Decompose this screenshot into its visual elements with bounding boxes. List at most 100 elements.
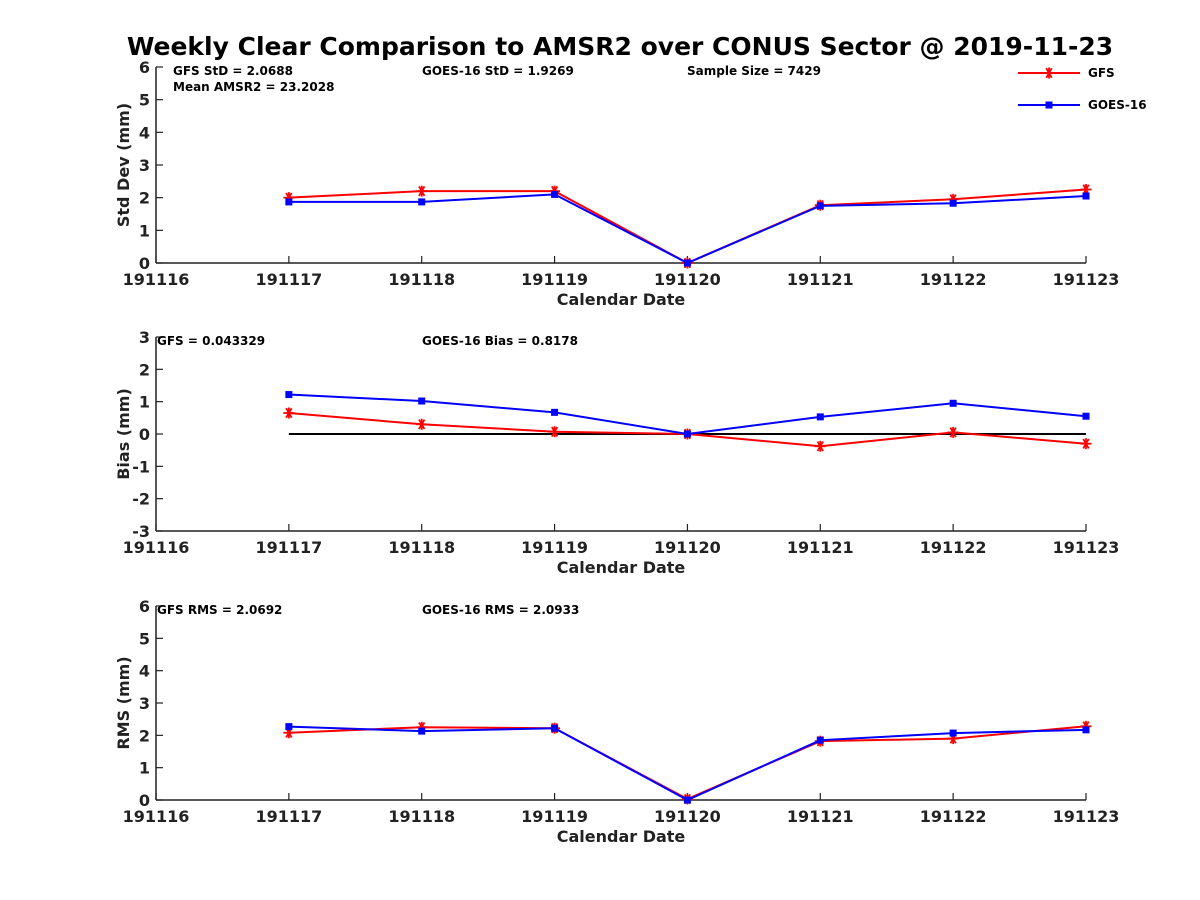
x-tick-label: 191122 <box>920 807 987 826</box>
x-tick-label: 191120 <box>654 538 721 557</box>
x-tick-label: 191117 <box>255 538 322 557</box>
legend-marker-goes-16-glyph <box>1045 101 1053 109</box>
stat-annotation: GFS RMS = 2.0692 <box>157 603 282 617</box>
x-tick-label: 191122 <box>920 538 987 557</box>
x-tick-label: 191116 <box>123 538 190 557</box>
data-point-goes-16 <box>1082 192 1090 200</box>
data-point-goes-16 <box>816 736 824 744</box>
stat-annotation: GOES-16 RMS = 2.0933 <box>422 603 579 617</box>
x-tick-label: 191118 <box>388 270 455 289</box>
data-point-gfs <box>549 426 561 438</box>
legend-marker-goes16 <box>1045 101 1053 109</box>
y-tick-label: 4 <box>139 123 150 142</box>
data-point-goes-16 <box>949 199 957 207</box>
y-tick-label: 0 <box>139 254 150 273</box>
y-tick-label: -2 <box>132 490 150 509</box>
y-tick-label: 0 <box>139 791 150 810</box>
y-tick-label: 1 <box>139 759 150 778</box>
y-tick-label: 3 <box>139 694 150 713</box>
y-tick-label: -3 <box>132 522 150 541</box>
rms-panel: 0 1 2 3 4 5 6 191116 191117 191118 191119 191120 191… <box>114 597 1119 846</box>
data-point-gfs <box>814 440 826 452</box>
x-tick-label: 191121 <box>787 807 854 826</box>
legend-label-gfs: GFS <box>1088 66 1115 80</box>
x-axis-label: Calendar Date <box>557 290 686 309</box>
data-point-gfs <box>416 418 428 430</box>
x-tick-label: 191123 <box>1053 538 1120 557</box>
y-tick-label: -1 <box>132 457 150 476</box>
series-goes-16 <box>285 190 1090 267</box>
legend-marker-gfs <box>1043 67 1055 79</box>
data-point-goes-16 <box>285 391 293 399</box>
stat-annotation: Mean AMSR2 = 23.2028 <box>173 80 334 94</box>
data-point-goes-16 <box>683 430 691 438</box>
chart-title: Weekly Clear Comparison to AMSR2 over CO… <box>127 32 1113 61</box>
y-tick-label: 0 <box>139 425 150 444</box>
x-tick-label: 191122 <box>920 270 987 289</box>
y-axis-label: RMS (mm) <box>114 656 133 749</box>
bias-panel: -3 -2 -1 0 1 2 3 191116 191117 191118 191119 191120… <box>114 328 1119 577</box>
data-point-goes-16 <box>418 198 426 206</box>
y-tick-label: 1 <box>139 221 150 240</box>
y-tick-label: 2 <box>139 189 150 208</box>
data-point-goes-16 <box>816 413 824 421</box>
data-point-goes-16 <box>683 259 691 267</box>
series-goes-16 <box>285 391 1090 438</box>
x-tick-label: 191117 <box>255 270 322 289</box>
x-axis-label: Calendar Date <box>557 827 686 846</box>
data-point-gfs <box>1080 438 1092 450</box>
x-tick-label: 191118 <box>388 807 455 826</box>
x-tick-label: 191120 <box>654 270 721 289</box>
legend-entry-goes16: GOES-16 <box>1018 98 1147 112</box>
x-tick-label: 191116 <box>123 807 190 826</box>
stat-annotation: GOES-16 Bias = 0.8178 <box>422 334 578 348</box>
x-tick-label: 191120 <box>654 807 721 826</box>
data-point-goes-16 <box>285 198 293 206</box>
stat-annotation: Sample Size = 7429 <box>687 64 821 78</box>
std-dev-panel: 0 1 2 3 4 5 6 191116 191117 191118 191119 191120 191… <box>114 58 1119 309</box>
data-point-goes-16 <box>551 724 559 732</box>
x-tick-label: 191123 <box>1053 270 1120 289</box>
y-tick-label: 5 <box>139 91 150 110</box>
stat-annotation: GFS StD = 2.0688 <box>173 64 293 78</box>
data-point-goes-16 <box>551 408 559 416</box>
y-tick-label: 3 <box>139 328 150 347</box>
data-point-goes-16 <box>285 723 293 731</box>
x-tick-label: 191121 <box>787 538 854 557</box>
legend: GFS GOES-16 <box>1018 66 1147 112</box>
data-point-gfs <box>947 426 959 438</box>
data-point-gfs <box>416 185 428 197</box>
y-tick-label: 5 <box>139 629 150 648</box>
x-tick-label: 191118 <box>388 538 455 557</box>
x-tick-label: 191119 <box>521 270 588 289</box>
y-axis-label: Std Dev (mm) <box>114 103 133 227</box>
stat-annotation: GFS = 0.043329 <box>157 334 265 348</box>
series-goes-16 <box>285 723 1090 804</box>
x-tick-label: 191116 <box>123 270 190 289</box>
legend-marker-gfs-glyph <box>1043 67 1055 79</box>
data-point-goes-16 <box>418 727 426 735</box>
legend-entry-gfs: GFS <box>1018 66 1115 80</box>
x-tick-label: 191121 <box>787 270 854 289</box>
data-point-goes-16 <box>1082 726 1090 734</box>
data-point-goes-16 <box>816 202 824 210</box>
stat-annotation: GOES-16 StD = 1.9269 <box>422 64 574 78</box>
x-tick-label: 191123 <box>1053 807 1120 826</box>
y-tick-label: 3 <box>139 156 150 175</box>
data-point-goes-16 <box>1082 412 1090 420</box>
x-tick-label: 191119 <box>521 807 588 826</box>
data-point-gfs <box>283 407 295 419</box>
legend-label-goes16: GOES-16 <box>1088 98 1147 112</box>
y-tick-label: 6 <box>139 58 150 77</box>
y-tick-label: 1 <box>139 393 150 412</box>
y-tick-label: 6 <box>139 597 150 616</box>
y-tick-label: 4 <box>139 662 150 681</box>
data-point-goes-16 <box>949 729 957 737</box>
data-point-goes-16 <box>683 796 691 804</box>
data-point-goes-16 <box>418 397 426 405</box>
y-axis-label: Bias (mm) <box>114 388 133 480</box>
y-tick-label: 2 <box>139 360 150 379</box>
y-tick-label: 2 <box>139 726 150 745</box>
x-tick-label: 191117 <box>255 807 322 826</box>
